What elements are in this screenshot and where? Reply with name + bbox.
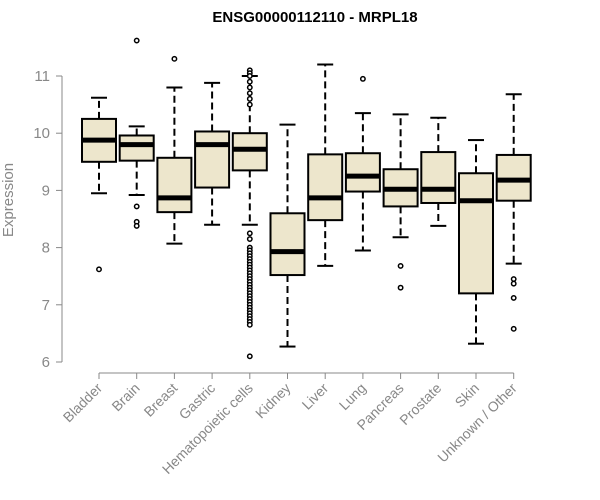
box-bladder <box>81 96 117 273</box>
box-liver <box>307 63 344 267</box>
y-tick-label: 7 <box>42 297 50 314</box>
box-series <box>81 37 532 360</box>
box-unknown-other <box>495 93 532 332</box>
outlier-point <box>359 75 366 82</box>
x-tick-label: Liver <box>299 380 332 413</box>
box-rect <box>344 152 381 193</box>
outlier-point <box>246 230 253 237</box>
outlier-point <box>246 73 253 79</box>
y-axis-label: Expression <box>0 163 17 237</box>
y-tick-label: 8 <box>42 240 50 257</box>
box-lung <box>344 75 381 252</box>
outlier-point <box>510 276 517 283</box>
box-kidney <box>269 123 306 348</box>
outlier-point <box>510 280 517 287</box>
y-axis: 6 7 8 9 10 11 <box>33 68 63 371</box>
x-tick-label: Breast <box>141 380 181 420</box>
outlier-point <box>246 84 253 91</box>
outlier-point <box>246 90 253 97</box>
y-tick-label: 10 <box>33 125 50 142</box>
outlier-point <box>246 321 253 328</box>
box-rect <box>118 134 155 162</box>
box-rect <box>420 151 457 204</box>
outlier-point <box>133 203 140 210</box>
box-rect <box>458 172 494 295</box>
outlier-point <box>96 266 102 273</box>
outlier-point <box>171 55 178 62</box>
box-pancreas <box>382 113 419 291</box>
box-gastric <box>194 81 231 226</box>
y-tick-label: 6 <box>42 354 50 371</box>
y-tick-label: 9 <box>42 182 50 199</box>
box-rect <box>194 130 231 189</box>
box-brain <box>118 37 155 229</box>
outlier-point <box>510 294 517 301</box>
outlier-point <box>510 325 517 332</box>
box-rect <box>307 153 344 222</box>
outlier-point <box>246 101 253 108</box>
outlier-point <box>133 37 140 44</box>
outlier-point <box>397 262 404 269</box>
y-tick-label: 11 <box>34 68 50 85</box>
x-tick-label: Skin <box>452 380 483 411</box>
box-hematopoietic-cells <box>231 67 268 360</box>
chart-title: ENSG00000112110 - MRPL18 <box>212 9 417 26</box>
x-tick-label: Brain <box>108 380 142 414</box>
box-skin <box>458 139 494 345</box>
outlier-point <box>246 95 253 102</box>
x-tick-label: Kidney <box>252 380 294 422</box>
x-tick-label: Lung <box>336 380 369 413</box>
outlier-point <box>133 222 140 229</box>
box-rect <box>156 156 193 214</box>
x-tick-label: Bladder <box>60 380 106 426</box>
outlier-point <box>397 284 404 291</box>
box-rect <box>231 132 268 172</box>
outlier-point <box>246 236 253 242</box>
outlier-point <box>246 353 253 360</box>
box-rect <box>269 212 306 277</box>
box-prostate <box>420 116 457 227</box>
box-breast <box>156 55 193 245</box>
x-tick-label: Prostate <box>396 380 444 428</box>
outlier-point <box>246 78 253 85</box>
